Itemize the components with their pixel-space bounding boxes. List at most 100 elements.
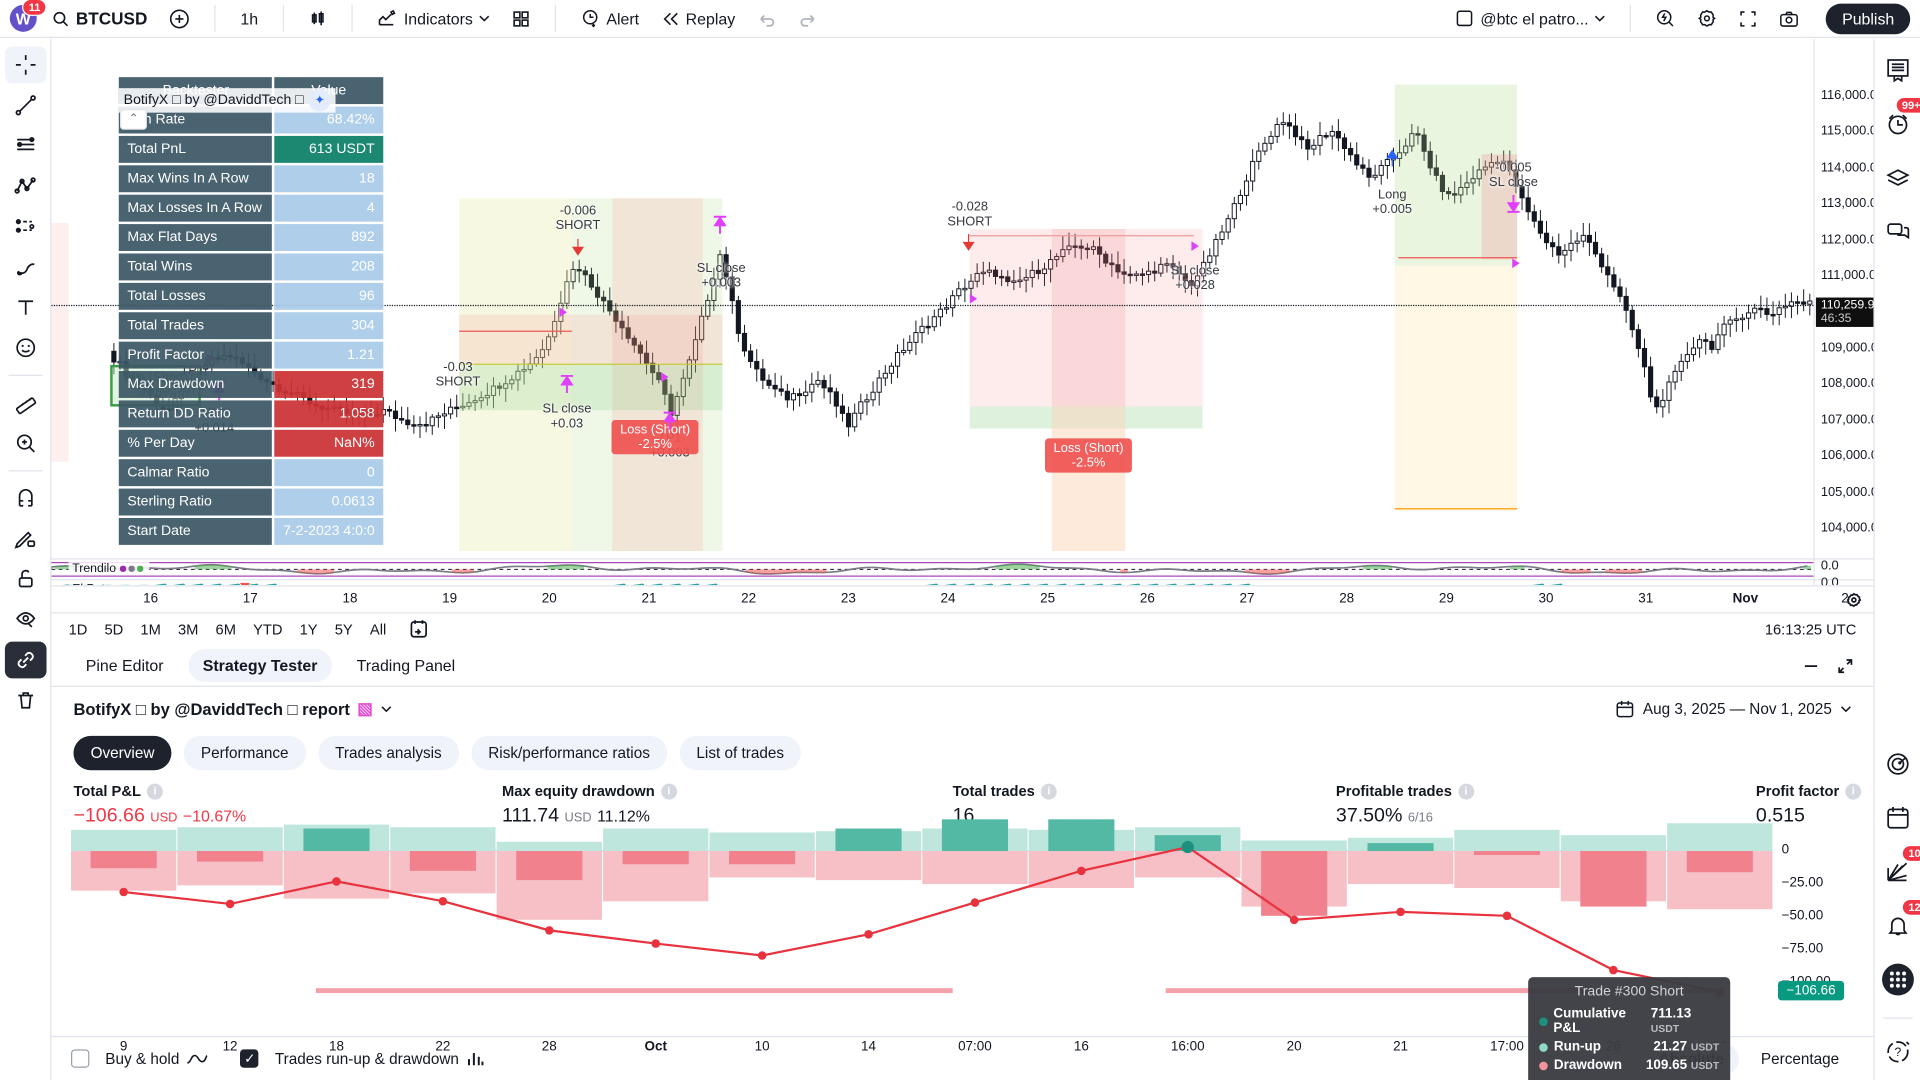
chart-style-button[interactable] xyxy=(301,5,334,32)
time-axis-label: 30 xyxy=(1538,591,1554,607)
watchlist-icon[interactable] xyxy=(1879,51,1916,88)
time-axis[interactable]: 16 17 18 19 20 21 22 23 24 25 26 27 28 29 30 31 Nov 2 xyxy=(51,585,1874,613)
subtab-overview[interactable]: Overview xyxy=(73,735,172,771)
tab-strategy-tester[interactable]: Strategy Tester xyxy=(188,648,333,683)
pane-axis-label: 0.0 xyxy=(1820,558,1839,574)
notifications-icon[interactable]: 12 xyxy=(1879,900,1920,944)
range-6m[interactable]: 6M xyxy=(215,620,236,638)
drawing-mode-tool[interactable] xyxy=(4,520,46,557)
undo-button[interactable] xyxy=(750,7,784,30)
subtab-trades-analysis[interactable]: Trades analysis xyxy=(317,735,459,771)
indicators-button[interactable]: Indicators xyxy=(370,6,498,32)
pane-separator[interactable] xyxy=(51,579,1874,581)
sync-drawings-tool[interactable] xyxy=(4,641,46,679)
buy-hold-checkbox[interactable] xyxy=(71,1049,90,1068)
apps-icon[interactable] xyxy=(1879,961,1916,998)
pane-label-trendilo[interactable]: Trendilo xyxy=(68,562,149,576)
subtab-performance[interactable]: Performance xyxy=(183,735,306,771)
info-icon[interactable]: i xyxy=(1845,783,1862,799)
range-ytd[interactable]: YTD xyxy=(253,620,283,638)
symbol-search[interactable]: BTCUSD xyxy=(44,5,155,32)
tab-pine-editor[interactable]: Pine Editor xyxy=(85,656,164,675)
crosshair-tool[interactable] xyxy=(4,46,46,84)
alert-button[interactable]: Alert xyxy=(573,5,646,32)
price-axis[interactable]: 116,000.0 115,000.0 114,000.0 113,000.0 112,… xyxy=(1813,39,1874,586)
runup-dd-toggle[interactable]: ✓ Trades run-up & drawdown xyxy=(240,1049,484,1068)
pattern-tool[interactable] xyxy=(4,168,46,205)
tradingview-logo[interactable]: W 11 xyxy=(9,0,47,32)
pane-separator[interactable] xyxy=(51,558,1874,560)
range-1d[interactable]: 1D xyxy=(68,620,88,638)
forecast-tool[interactable] xyxy=(4,208,46,245)
runup-dd-checkbox[interactable]: ✓ xyxy=(240,1049,259,1068)
main-chart[interactable]: Win (Short) 3.25% -0.006 SHORT -0.03 SHOR… xyxy=(51,39,1874,586)
last-price-tag: 110,259.9 46:35 xyxy=(1815,297,1874,327)
chat-icon[interactable] xyxy=(1879,213,1916,250)
price-axis-label: 116,000.0 xyxy=(1820,88,1874,103)
layout-grid-button[interactable] xyxy=(505,6,538,32)
settings-button[interactable] xyxy=(1690,5,1724,32)
layout-select[interactable]: @btc el patro... xyxy=(1447,5,1613,32)
brush-tool[interactable] xyxy=(4,249,46,286)
range-1y[interactable]: 1Y xyxy=(299,620,318,638)
hide-drawings-tool[interactable] xyxy=(4,601,46,638)
trendilo-values xyxy=(119,562,145,575)
buy-hold-toggle[interactable]: Buy & hold xyxy=(71,1049,209,1068)
ai-sparkle-icon[interactable]: ✦ xyxy=(308,89,331,112)
range-5y[interactable]: 5Y xyxy=(334,620,353,638)
trend-line-tool[interactable] xyxy=(4,87,46,124)
zoom-in-tool[interactable] xyxy=(4,425,46,462)
interval-button[interactable]: 1h xyxy=(240,9,259,28)
parallel-lines-tool[interactable] xyxy=(4,127,46,164)
date-range-picker[interactable]: Aug 3, 2025 — Nov 1, 2025 xyxy=(1615,699,1852,719)
economic-calendar-icon[interactable] xyxy=(1879,800,1916,837)
replay-button[interactable]: Replay xyxy=(654,6,743,32)
fullscreen-button[interactable] xyxy=(1732,6,1765,32)
expand-panel-icon[interactable] xyxy=(1837,657,1854,674)
help-icon[interactable]: ? xyxy=(1879,1033,1916,1070)
text-tool[interactable] xyxy=(4,289,46,326)
entry-arrow-icon xyxy=(1386,149,1399,167)
compare-add-button[interactable] xyxy=(162,4,198,32)
emoji-tool[interactable] xyxy=(4,329,46,366)
ideas-icon[interactable] xyxy=(1879,746,1916,783)
tooltip-row: Cumulative P&L 711.13 USDT xyxy=(1539,1007,1719,1036)
axis-settings-gear-icon[interactable] xyxy=(1844,590,1864,610)
screener-icon[interactable]: 10 xyxy=(1879,846,1920,890)
lock-tool[interactable] xyxy=(4,561,46,598)
range-5d[interactable]: 5D xyxy=(104,620,124,638)
publish-button[interactable]: Publish xyxy=(1826,3,1911,34)
info-icon[interactable]: i xyxy=(1040,783,1057,799)
strategy-title[interactable]: BotifyX □ by @DaviddTech □ report xyxy=(73,699,350,719)
pnl-bar xyxy=(516,851,583,881)
info-icon[interactable]: i xyxy=(660,783,677,799)
screenshot-button[interactable] xyxy=(1772,6,1806,32)
tab-trading-panel[interactable]: Trading Panel xyxy=(356,656,456,675)
go-to-date-icon[interactable] xyxy=(408,618,430,640)
chevron-down-icon[interactable] xyxy=(380,705,391,713)
redo-button[interactable] xyxy=(791,7,825,30)
range-all[interactable]: All xyxy=(369,620,387,638)
magnet-tool[interactable] xyxy=(4,480,46,517)
row-value: 7-2-2023 4:0:0 xyxy=(274,517,384,545)
range-1m[interactable]: 1M xyxy=(140,620,161,638)
remove-drawings-tool[interactable] xyxy=(4,682,46,719)
trades-chart[interactable]: Trade #300 Short Cumulative P&L 711.13 US… xyxy=(51,819,1873,1080)
clock-utc[interactable]: 16:13:25 UTC xyxy=(1764,620,1857,638)
measure-tool[interactable] xyxy=(4,384,46,421)
pane-label-elpatron[interactable]: El Patron xyxy=(68,582,156,586)
subtab-list-of-trades[interactable]: List of trades xyxy=(679,735,802,771)
alerts-panel-icon[interactable]: 99+ xyxy=(1879,97,1920,142)
range-3m[interactable]: 3M xyxy=(177,620,199,638)
objects-tree-icon[interactable] xyxy=(1879,159,1916,196)
level-line xyxy=(969,235,1194,237)
indicator-legend[interactable]: BotifyX □ by @DaviddTech □ ✦ xyxy=(118,88,336,113)
minimize-panel-icon[interactable] xyxy=(1802,657,1819,674)
legend-collapse-button[interactable]: ⌃ xyxy=(120,108,147,130)
report-calendar-icon[interactable]: ▧ xyxy=(357,699,373,718)
info-icon[interactable]: i xyxy=(147,783,163,799)
info-icon[interactable]: i xyxy=(1458,783,1474,799)
percentage-button[interactable]: Percentage xyxy=(1760,1050,1840,1068)
quick-search-button[interactable] xyxy=(1649,5,1683,32)
subtab-risk-performance-ratios[interactable]: Risk/performance ratios xyxy=(471,735,668,771)
